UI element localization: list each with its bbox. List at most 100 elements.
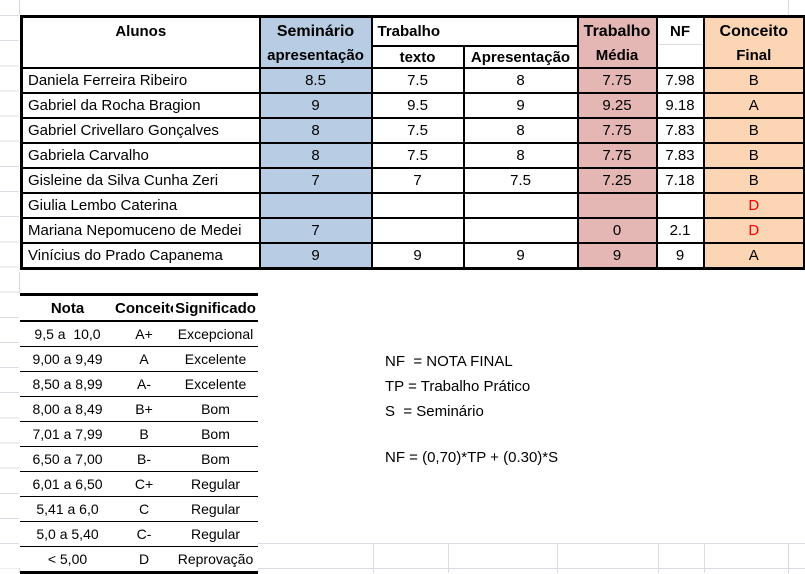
cell-student-name[interactable]: Daniela Ferreira Ribeiro — [20, 67, 261, 94]
cell-seminario[interactable]: 8 — [258, 142, 373, 169]
scale-conceito[interactable]: A+ — [135, 326, 153, 342]
cell-seminario[interactable]: 7 — [258, 167, 373, 194]
scale-nota[interactable]: < 5,00 — [47, 551, 88, 567]
cell-nf[interactable]: 7.18 — [655, 167, 705, 194]
scale-header-nota[interactable]: Nota — [50, 299, 85, 317]
scale-nota[interactable]: 6,50 a 7,00 — [32, 451, 103, 467]
cell-apresentacao[interactable]: 8 — [462, 117, 579, 144]
cell-student-name[interactable]: Gabriel Crivellaro Gonçalves — [20, 117, 261, 144]
scale-nota[interactable]: 5,41 a 6,0 — [36, 501, 99, 517]
scale-conceito[interactable]: B- — [137, 451, 151, 467]
cell-student-name[interactable]: Vinícius do Prado Capanema — [20, 242, 261, 270]
cell-student-name[interactable]: Giulia Lembo Caterina — [20, 192, 261, 219]
scale-nota[interactable]: 7,01 a 7,99 — [32, 426, 103, 442]
scale-significado[interactable]: Regular — [190, 476, 241, 492]
cell-texto[interactable] — [370, 217, 465, 244]
header-trabalho-group[interactable]: Trabalho — [370, 15, 579, 47]
header-nf[interactable]: NF — [655, 15, 705, 69]
scale-significado[interactable]: Bom — [201, 451, 230, 467]
cell-texto[interactable] — [370, 192, 465, 219]
cell-student-name[interactable]: Gabriel da Rocha Bragion — [20, 92, 261, 119]
scale-conceito[interactable]: D — [138, 551, 150, 567]
scale-header-conceito[interactable]: Conceito — [115, 299, 173, 317]
cell-seminario[interactable] — [258, 192, 373, 219]
cell-texto[interactable]: 7.5 — [370, 142, 465, 169]
cell-media[interactable]: 7.75 — [576, 117, 658, 144]
cell-texto[interactable]: 7.5 — [370, 117, 465, 144]
cell-nf[interactable] — [655, 192, 705, 219]
cell-texto[interactable]: 7.5 — [370, 67, 465, 94]
cell-nf[interactable]: 9 — [655, 242, 705, 270]
scale-conceito[interactable]: C — [138, 501, 150, 517]
cell-seminario[interactable]: 9 — [258, 242, 373, 270]
cell-seminario[interactable]: 7 — [258, 217, 373, 244]
cell-media[interactable]: 0 — [576, 217, 658, 244]
cell-student-name[interactable]: Gabriela Carvalho — [20, 142, 261, 169]
scale-significado[interactable]: Regular — [190, 526, 241, 542]
cell-conceito[interactable]: B — [702, 167, 805, 194]
cell-nf[interactable]: 7.83 — [655, 142, 705, 169]
scale-significado[interactable]: Excelente — [184, 376, 247, 392]
scale-nota[interactable]: 8,00 a 8,49 — [32, 401, 103, 417]
header-apresentacao[interactable]: Apresentação — [462, 45, 579, 69]
cell-texto[interactable]: 9.5 — [370, 92, 465, 119]
cell-apresentacao[interactable]: 9 — [462, 92, 579, 119]
scale-significado[interactable]: Bom — [201, 401, 230, 417]
cell-student-name[interactable]: Mariana Nepomuceno de Medei — [20, 217, 261, 244]
legend-nf[interactable]: NF = NOTA FINAL — [385, 353, 513, 370]
cell-student-name[interactable]: Gisleine da Silva Cunha Zeri — [20, 167, 261, 194]
cell-apresentacao[interactable]: 7.5 — [462, 167, 579, 194]
cell-media[interactable]: 7.25 — [576, 167, 658, 194]
legend-tp[interactable]: TP = Trabalho Prático — [385, 378, 531, 395]
cell-apresentacao[interactable]: 9 — [462, 242, 579, 270]
scale-significado[interactable]: Bom — [201, 426, 230, 442]
cell-nf[interactable]: 7.98 — [655, 67, 705, 94]
cell-apresentacao[interactable] — [462, 192, 579, 219]
scale-significado[interactable]: Reprovação — [177, 551, 254, 567]
cell-apresentacao[interactable]: 8 — [462, 142, 579, 169]
cell-conceito[interactable]: D — [702, 192, 805, 219]
cell-seminario[interactable]: 9 — [258, 92, 373, 119]
cell-seminario[interactable]: 8.5 — [258, 67, 373, 94]
cell-conceito[interactable]: D — [702, 217, 805, 244]
header-texto[interactable]: texto — [370, 45, 465, 69]
cell-media[interactable]: 7.75 — [576, 142, 658, 169]
scale-conceito[interactable]: C+ — [134, 476, 154, 492]
scale-nota[interactable]: 9,00 a 9,49 — [32, 351, 103, 367]
scale-conceito[interactable]: B+ — [135, 401, 153, 417]
scale-significado[interactable]: Regular — [190, 501, 241, 517]
legend-s[interactable]: S = Seminário — [385, 403, 484, 420]
cell-media[interactable]: 7.75 — [576, 67, 658, 94]
header-conceito-final[interactable]: Conceito Final — [702, 15, 805, 69]
scale-significado[interactable]: Excepcional — [177, 326, 254, 342]
cell-media[interactable] — [576, 192, 658, 219]
cell-conceito[interactable]: B — [702, 67, 805, 94]
scale-conceito[interactable]: B — [139, 426, 149, 442]
cell-conceito[interactable]: B — [702, 117, 805, 144]
cell-conceito[interactable]: A — [702, 242, 805, 270]
cell-seminario[interactable]: 8 — [258, 117, 373, 144]
nf-formula[interactable]: NF = (0,70)*TP + (0.30)*S — [385, 449, 559, 466]
scale-conceito[interactable]: C- — [136, 526, 152, 542]
scale-conceito[interactable]: A- — [137, 376, 151, 392]
scale-conceito[interactable]: A — [139, 351, 149, 367]
header-seminario[interactable]: Seminário apresentação — [258, 15, 373, 69]
cell-conceito[interactable]: A — [702, 92, 805, 119]
scale-header-significado[interactable]: Significado — [175, 299, 256, 317]
cell-texto[interactable]: 7 — [370, 167, 465, 194]
cell-nf[interactable]: 7.83 — [655, 117, 705, 144]
cell-nf[interactable]: 9.18 — [655, 92, 705, 119]
header-alunos[interactable]: Alunos — [20, 15, 261, 69]
cell-apresentacao[interactable] — [462, 217, 579, 244]
scale-nota[interactable]: 6,01 a 6,50 — [32, 476, 103, 492]
scale-nota[interactable]: 8,50 a 8,99 — [32, 376, 103, 392]
cell-media[interactable]: 9 — [576, 242, 658, 270]
cell-apresentacao[interactable]: 8 — [462, 67, 579, 94]
cell-nf[interactable]: 2.1 — [655, 217, 705, 244]
header-trabalho-media[interactable]: Trabalho Média — [576, 15, 658, 69]
scale-significado[interactable]: Excelente — [184, 351, 247, 367]
cell-media[interactable]: 9.25 — [576, 92, 658, 119]
cell-texto[interactable]: 9 — [370, 242, 465, 270]
cell-conceito[interactable]: B — [702, 142, 805, 169]
scale-nota[interactable]: 5,0 a 5,40 — [36, 526, 99, 542]
